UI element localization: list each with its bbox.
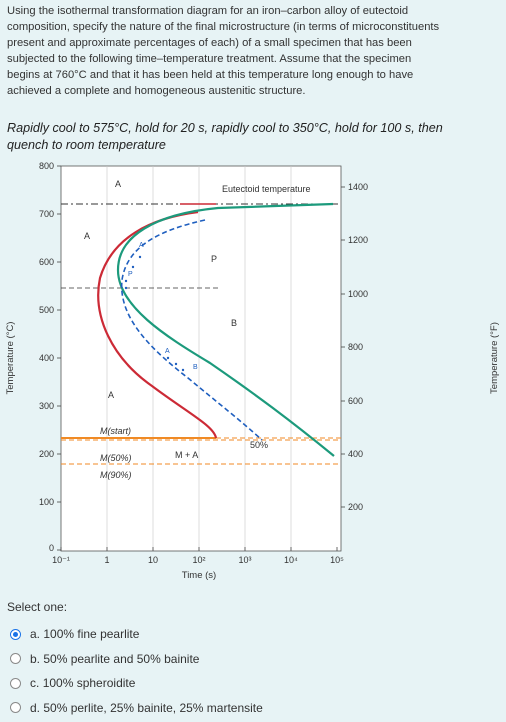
treatment-path-markers — [124, 255, 185, 372]
y-tick-label: 200 — [39, 449, 54, 459]
question-line: achieved a complete and homogeneous aust… — [7, 85, 306, 97]
x-tick-label: 10⁴ — [284, 555, 298, 565]
option-letter: b. — [30, 651, 41, 666]
austenite-label: A — [84, 231, 90, 241]
option-a[interactable]: a. 100% fine pearlite — [10, 622, 263, 647]
x-tick-label: 10³ — [238, 555, 251, 565]
x-tick-label: 10² — [192, 555, 205, 565]
path-p-label: P — [128, 271, 133, 278]
y-right-tick-label: 1200 — [348, 235, 368, 245]
vertical-gridlines — [106, 166, 292, 551]
answer-options: a. 100% fine pearlite b. 50% pearlite an… — [10, 622, 263, 720]
y-right-tick-label: 600 — [348, 396, 363, 406]
fifty-percent-curve — [120, 219, 263, 441]
path-b-label: B — [193, 364, 198, 371]
option-text: 100% fine pearlite — [43, 627, 140, 642]
m-start-label: M(start) — [100, 426, 131, 436]
start-curve — [97, 210, 218, 439]
y-tick-label: 300 — [39, 401, 54, 411]
fifty-percent-label: 50% — [250, 440, 268, 450]
option-text: 50% perlite, 25% bainite, 25% martensite — [43, 700, 263, 715]
right-axis-ticks — [341, 186, 345, 508]
austenite-label: A — [115, 179, 121, 189]
y-right-tick-label: 400 — [348, 449, 363, 459]
y-left-axis-label: Temperature (°C) — [5, 322, 16, 395]
y-tick-label: 500 — [39, 305, 54, 315]
option-d[interactable]: d. 50% perlite, 25% bainite, 25% martens… — [10, 696, 263, 721]
option-letter: d. — [30, 700, 41, 715]
radio-button[interactable] — [10, 628, 21, 640]
x-tick-label: 10 — [148, 555, 158, 565]
y-tick-label: 100 — [39, 497, 54, 507]
eutectoid-label: Eutectoid temperature — [222, 184, 311, 194]
y-right-tick-label: 200 — [348, 502, 363, 512]
y-right-tick-label: 800 — [348, 342, 363, 352]
y-right-axis-label: Temperature (°F) — [489, 322, 500, 394]
m-50-label: M(50%) — [100, 453, 132, 463]
question-line: Using the isothermal transformation diag… — [7, 5, 409, 17]
austenite-label: A — [108, 390, 114, 400]
question-line: begins at 760°C and that it has been hel… — [7, 69, 414, 81]
y-right-tick-label: 1400 — [348, 182, 368, 192]
x-tick-label: 10⁵ — [330, 555, 344, 565]
radio-button[interactable] — [10, 677, 21, 689]
x-axis-label: Time (s) — [182, 570, 216, 581]
x-tick-label: 1 — [104, 555, 109, 565]
question-line: present and approximate percentages of e… — [7, 37, 412, 49]
isothermal-transformation-diagram: 800 700 600 500 400 300 200 100 0 1400 1… — [0, 158, 506, 590]
option-letter: c. — [30, 676, 40, 691]
y-tick-label: 600 — [39, 257, 54, 267]
x-tick-label: 10⁻¹ — [52, 555, 70, 565]
path-a-label: A — [165, 348, 170, 355]
treatment-line: quench to room temperature — [7, 138, 166, 152]
y-tick-label: 0 — [49, 543, 54, 553]
select-one-label: Select one: — [7, 600, 68, 614]
radio-button[interactable] — [10, 653, 21, 665]
y-tick-label: 400 — [39, 353, 54, 363]
treatment-line: Rapidly cool to 575°C, hold for 20 s, ra… — [7, 121, 443, 135]
y-tick-label: 700 — [39, 209, 54, 219]
left-axis-ticks — [57, 165, 61, 551]
option-letter: a. — [30, 627, 41, 642]
y-tick-label: 800 — [39, 161, 54, 171]
option-b[interactable]: b. 50% pearlite and 50% bainite — [10, 647, 263, 672]
x-axis-ticks — [60, 547, 338, 551]
m-90-label: M(90%) — [100, 470, 132, 480]
option-text: 100% spheroidite — [42, 676, 136, 691]
option-text: 50% pearlite and 50% bainite — [43, 651, 200, 666]
treatment-text: Rapidly cool to 575°C, hold for 20 s, ra… — [7, 120, 502, 154]
radio-button[interactable] — [10, 702, 21, 714]
bainite-label: B — [231, 318, 237, 328]
question-line: composition, specify the nature of the f… — [7, 21, 440, 33]
question-text: Using the isothermal transformation diag… — [7, 3, 502, 99]
y-right-tick-label: 1000 — [348, 289, 368, 299]
question-line: subjected to the following time–temperat… — [7, 53, 412, 65]
option-c[interactable]: c. 100% spheroidite — [10, 671, 263, 696]
m-plus-a-label: M + A — [175, 450, 198, 460]
pearlite-label: P — [211, 254, 217, 264]
path-a-label: A — [139, 242, 144, 249]
finish-curve — [116, 202, 335, 457]
